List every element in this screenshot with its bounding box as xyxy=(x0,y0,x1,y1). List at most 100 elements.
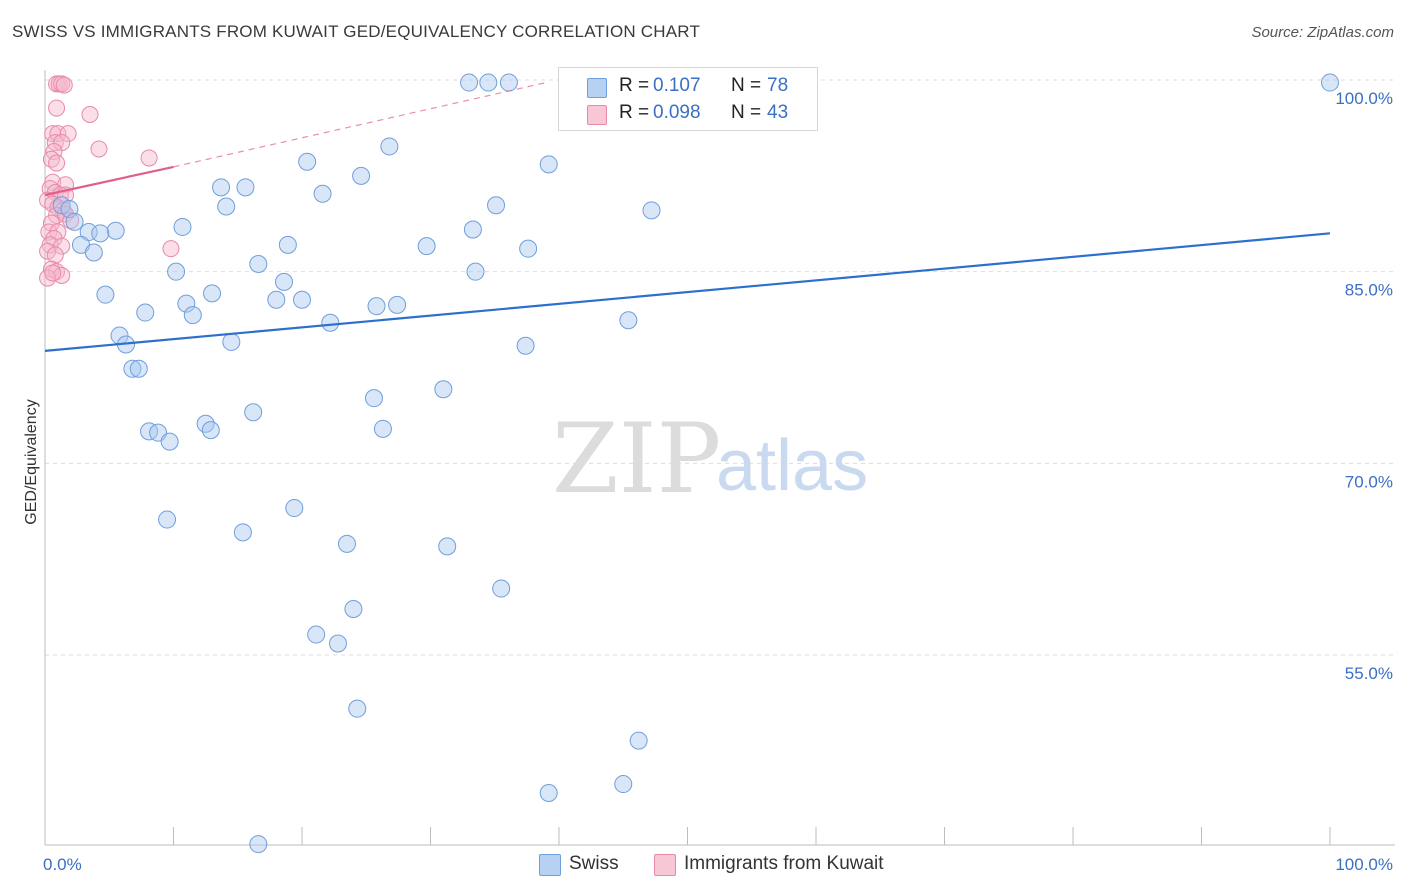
legend-r-value: 0.098 xyxy=(653,102,701,123)
legend-row-swiss: R = 0.107 N = 78 xyxy=(559,73,817,101)
swiss-point xyxy=(352,166,371,185)
swiss-point xyxy=(313,184,332,203)
swiss-point xyxy=(417,237,436,256)
swiss-point xyxy=(183,306,202,325)
y-tick-label: 100.0% xyxy=(1335,89,1393,108)
swiss-swatch xyxy=(539,854,561,876)
swiss-point xyxy=(275,272,294,291)
x-tick-label: 100.0% xyxy=(1335,855,1393,874)
swiss-point xyxy=(614,775,633,794)
swiss-point xyxy=(123,359,142,378)
kuwait-point xyxy=(81,106,99,123)
kuwait-point xyxy=(48,99,66,117)
swiss-point xyxy=(233,523,252,542)
swiss-point xyxy=(434,380,453,399)
swiss-point xyxy=(629,731,648,750)
y-tick-label: 85.0% xyxy=(1345,281,1393,300)
watermark-atlas: atlas xyxy=(716,426,868,506)
swiss-series xyxy=(52,73,1339,854)
kuwait-point xyxy=(55,76,73,94)
watermark: ZIP atlas xyxy=(552,403,868,515)
y-tick-label: 55.0% xyxy=(1345,664,1393,683)
kuwait-point xyxy=(140,149,158,167)
swiss-point xyxy=(438,537,457,556)
swiss-point xyxy=(293,290,311,309)
swiss-point xyxy=(337,534,356,553)
swiss-point xyxy=(84,243,103,262)
swiss-point xyxy=(499,73,518,92)
kuwait-swatch xyxy=(654,854,676,876)
swiss-point xyxy=(158,510,177,529)
swiss-point xyxy=(167,262,186,281)
axes xyxy=(44,70,1395,846)
kuwait-point xyxy=(59,125,77,143)
swiss-point xyxy=(106,221,125,240)
swiss-point xyxy=(463,220,482,239)
tick-labels: 55.0% 70.0% 85.0% 100.0% 0.0% 100.0% xyxy=(43,89,1393,874)
swiss-point xyxy=(328,634,347,653)
x-tick-label: 0.0% xyxy=(43,855,82,874)
swiss-point xyxy=(539,155,558,174)
legend-n-label: N = xyxy=(731,102,762,123)
swiss-point xyxy=(516,336,535,355)
legend-r-value: 0.107 xyxy=(653,75,701,96)
swiss-point xyxy=(298,152,317,171)
grid-lines xyxy=(45,79,1395,656)
kuwait-point xyxy=(162,240,180,258)
swiss-point xyxy=(212,178,231,197)
legend: R = 0.107 N = 78 R = 0.098 N = 43 xyxy=(558,67,818,131)
watermark-zip: ZIP xyxy=(552,403,721,515)
swiss-point xyxy=(136,303,155,322)
swiss-point xyxy=(267,290,286,309)
swiss-point xyxy=(140,422,159,441)
swiss-point xyxy=(519,239,538,258)
swiss-swatch xyxy=(587,78,607,98)
swiss-point xyxy=(460,73,479,92)
swiss-point xyxy=(65,212,84,231)
swiss-point xyxy=(129,359,148,378)
swiss-point xyxy=(348,699,367,718)
swiss-point xyxy=(244,403,263,422)
swiss-point xyxy=(177,294,196,313)
legend-n-value: 78 xyxy=(767,75,789,96)
swiss-point xyxy=(160,432,179,451)
swiss-point xyxy=(344,600,363,618)
swiss-point xyxy=(642,201,661,220)
bottom-legend-kuwait-label: Immigrants from Kuwait xyxy=(684,853,884,874)
kuwait-trend-extension xyxy=(173,81,547,168)
kuwait-point xyxy=(44,264,62,282)
kuwait-point xyxy=(39,269,57,287)
swiss-point xyxy=(201,421,220,440)
swiss-point xyxy=(388,295,407,314)
source-label: Source: ZipAtlas.com xyxy=(1251,24,1394,41)
swiss-point xyxy=(203,284,222,303)
swiss-point xyxy=(466,262,485,281)
swiss-point xyxy=(96,285,115,304)
swiss-point xyxy=(307,625,326,644)
swiss-point xyxy=(249,835,268,854)
legend-n-value: 43 xyxy=(767,102,789,123)
kuwait-point xyxy=(48,154,66,172)
swiss-point xyxy=(236,178,255,197)
kuwait-point xyxy=(39,242,57,260)
kuwait-swatch xyxy=(587,105,607,125)
swiss-point xyxy=(217,197,236,216)
swiss-point xyxy=(364,389,383,408)
swiss-point xyxy=(91,224,110,243)
chart-title: SWISS VS IMMIGRANTS FROM KUWAIT GED/EQUI… xyxy=(12,22,701,41)
kuwait-point xyxy=(46,246,64,264)
swiss-point xyxy=(619,311,638,330)
kuwait-point xyxy=(90,140,108,158)
y-axis-label: GED/Equivalency xyxy=(23,399,40,524)
legend-r-label: R = xyxy=(619,102,650,123)
swiss-point xyxy=(173,217,192,236)
swiss-point xyxy=(285,499,304,518)
legend-row-kuwait: R = 0.098 N = 43 xyxy=(559,100,817,128)
swiss-point xyxy=(380,137,399,156)
swiss-point xyxy=(321,313,340,332)
swiss-point xyxy=(367,297,386,316)
kuwait-trend-line xyxy=(44,165,174,197)
bottom-legend-swiss-label: Swiss xyxy=(569,853,619,874)
swiss-point xyxy=(278,235,297,254)
